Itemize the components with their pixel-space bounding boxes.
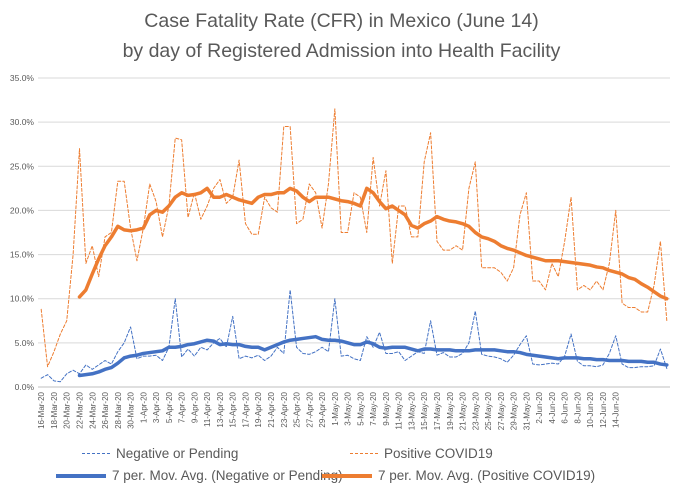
legend-swatch-positive-avg	[322, 473, 372, 478]
x-tick-label: 10-Jun-20	[586, 391, 595, 428]
chart-title-line1: Case Fatality Rate (CFR) in Mexico (June…	[144, 10, 539, 32]
x-tick-label: 25-Apr-20	[293, 391, 302, 427]
legend-label-negative: Negative or Pending	[116, 446, 239, 461]
legend-item-positive: Positive COVID19	[350, 446, 493, 461]
legend-item-negative-avg: 7 per. Mov. Avg. (Negative or Pending)	[56, 468, 343, 483]
y-tick-label: 25.0%	[10, 161, 35, 171]
x-tick-label: 22-Mar-20	[75, 391, 84, 428]
x-tick-label: 6-Jun-20	[561, 391, 570, 423]
legend-swatch-negative-avg	[56, 473, 106, 478]
legend-label-positive: Positive COVID19	[384, 446, 493, 461]
x-tick-label: 19-May-20	[446, 391, 455, 430]
x-tick-label: 3-Apr-20	[152, 391, 161, 423]
chart-title-line2: by day of Registered Admission into Heal…	[122, 40, 561, 62]
x-tick-label: 5-Apr-20	[165, 391, 174, 423]
legend-label-positive-avg: 7 per. Mov. Avg. (Positive COVID19)	[378, 468, 596, 483]
x-tick-label: 3-May-20	[344, 391, 353, 425]
x-tick-label: 17-May-20	[433, 391, 442, 430]
x-tick-label: 12-Jun-20	[599, 391, 608, 428]
x-tick-label: 16-Mar-20	[37, 391, 46, 428]
chart-title: Case Fatality Rate (CFR) in Mexico (June…	[0, 6, 683, 66]
x-tick-label: 27-Apr-20	[305, 391, 314, 427]
series-line-negative-avg	[77, 334, 669, 378]
x-tick-label: 15-May-20	[420, 391, 429, 430]
y-tick-label: 5.0%	[15, 338, 35, 348]
x-tick-label: 20-Mar-20	[63, 391, 72, 428]
x-tick-label: 8-Jun-20	[573, 391, 582, 423]
x-tick-label: 19-Apr-20	[254, 391, 263, 427]
legend-swatch-negative	[82, 453, 110, 454]
y-tick-label: 20.0%	[10, 205, 35, 215]
x-tick-label: 28-Mar-20	[114, 391, 123, 428]
x-tick-label: 1-May-20	[331, 391, 340, 425]
legend-item-positive-avg: 7 per. Mov. Avg. (Positive COVID19)	[322, 468, 595, 483]
x-tick-label: 11-May-20	[395, 391, 404, 429]
x-tick-label: 31-May-20	[522, 391, 531, 430]
x-tick-label: 13-Apr-20	[216, 391, 225, 427]
series-line-positive-avg	[77, 186, 669, 301]
x-tick-label: 15-Apr-20	[229, 391, 238, 427]
x-tick-label: 23-Apr-20	[280, 391, 289, 427]
x-tick-label: 23-May-20	[471, 391, 480, 430]
y-tick-label: 35.0%	[10, 73, 35, 83]
y-tick-label: 0.0%	[15, 382, 35, 392]
x-tick-label: 21-May-20	[459, 391, 468, 430]
y-tick-label: 30.0%	[10, 117, 35, 127]
x-tick-label: 24-Mar-20	[88, 391, 97, 428]
y-tick-label: 15.0%	[10, 250, 35, 260]
series-line-positive	[40, 108, 668, 368]
x-tick-label: 4-Jun-20	[548, 391, 557, 423]
x-tick-label: 14-Jun-20	[612, 391, 621, 428]
x-tick-label: 9-May-20	[382, 391, 391, 425]
x-tick-label: 13-May-20	[407, 391, 416, 430]
x-tick-label: 29-Apr-20	[318, 391, 327, 427]
legend-label-negative-avg: 7 per. Mov. Avg. (Negative or Pending)	[112, 468, 343, 483]
x-tick-label: 17-Apr-20	[241, 391, 250, 427]
chart-legend: Negative or Pending Positive COVID19 7 p…	[0, 438, 683, 494]
chart-plot-area: 0.0% 5.0% 10.0% 15.0% 20.0% 25.0% 30.0% 35.0% 16…	[10, 73, 670, 430]
x-tick-label: 7-May-20	[369, 391, 378, 425]
legend-swatch-positive	[350, 453, 378, 454]
x-tick-label: 5-May-20	[356, 391, 365, 425]
x-tick-label: 27-May-20	[497, 391, 506, 430]
x-tick-label: 9-Apr-20	[190, 391, 199, 423]
x-tick-label: 7-Apr-20	[178, 391, 187, 423]
x-tick-label: 25-May-20	[484, 391, 493, 430]
x-tick-label: 29-May-20	[510, 391, 519, 430]
series-line-negative	[40, 289, 668, 383]
x-tick-label: 11-Apr-20	[203, 391, 212, 427]
y-tick-label: 10.0%	[10, 294, 35, 304]
x-tick-label: 21-Apr-20	[267, 391, 276, 427]
x-tick-label: 26-Mar-20	[101, 391, 110, 428]
x-tick-label: 18-Mar-20	[50, 391, 59, 428]
x-tick-label: 2-Jun-20	[535, 391, 544, 423]
x-tick-label: 1-Apr-20	[139, 391, 148, 423]
legend-item-negative: Negative or Pending	[82, 446, 238, 461]
x-tick-label: 30-Mar-20	[127, 391, 136, 428]
